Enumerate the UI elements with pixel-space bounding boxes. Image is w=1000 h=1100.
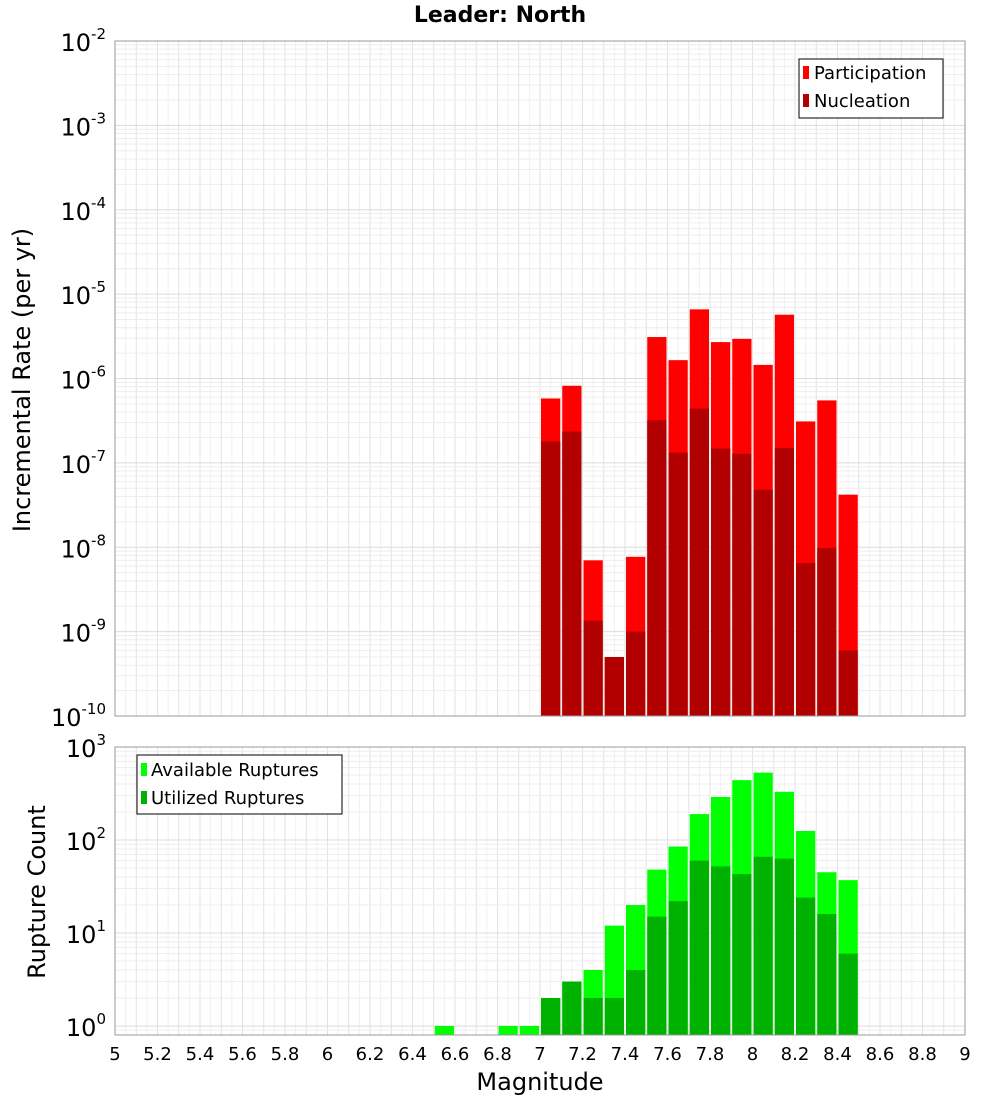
nucleation-bar — [689, 408, 709, 716]
x-tick-label: 8.4 — [823, 1044, 852, 1065]
nucleation-swatch — [803, 94, 809, 107]
x-tick-label: 8 — [747, 1044, 758, 1065]
x-tick-label: 7.8 — [696, 1044, 725, 1065]
rate-y-tick-label: 10-4 — [60, 194, 106, 226]
x-tick-label: 5.8 — [271, 1044, 300, 1065]
x-tick-label: 6 — [322, 1044, 333, 1065]
count-y-tick-label: 102 — [66, 824, 106, 856]
participation-legend-label: Participation — [814, 63, 926, 84]
utilized-bar — [626, 969, 646, 1035]
utilized-bar — [541, 997, 561, 1035]
count-y-tick-label: 103 — [66, 731, 106, 763]
nucleation-bar — [796, 563, 816, 716]
utilized-bar — [732, 874, 752, 1035]
rate-panel: 10-10 10-9 10-8 10-7 10-6 10-5 10-4 10-3 10-2 In… — [8, 25, 966, 732]
x-tick-label: 9 — [959, 1044, 970, 1065]
x-tick-label: 8.2 — [781, 1044, 810, 1065]
x-tick-label: 6.6 — [441, 1044, 470, 1065]
count-y-axis-label: Rupture Count — [23, 805, 51, 979]
nucleation-bar — [668, 452, 688, 716]
rate-y-tick-label: 10-8 — [60, 531, 106, 563]
utilized-bar — [583, 997, 603, 1035]
rate-legend: Participation Nucleation — [798, 58, 944, 119]
x-tick-label: 8.6 — [866, 1044, 895, 1065]
chart-title: Leader: North — [414, 3, 586, 28]
rate-y-tick-label: 10-10 — [51, 700, 106, 732]
nucleation-bar — [647, 420, 667, 716]
x-tick-label: 5 — [109, 1044, 120, 1065]
available-swatch — [141, 763, 147, 776]
nucleation-bar — [817, 547, 837, 716]
utilized-bar — [838, 953, 858, 1035]
nucleation-bar — [562, 431, 582, 716]
rate-legend-box — [798, 58, 944, 119]
count-legend-box — [136, 754, 343, 815]
rate-grid — [114, 40, 966, 717]
utilized-bar — [668, 901, 688, 1035]
utilized-bar — [604, 997, 624, 1035]
rate-y-tick-label: 10-3 — [60, 109, 106, 141]
rate-plot-frame — [114, 40, 966, 717]
count-y-ticks: 100 101 102 103 — [66, 731, 106, 1042]
x-axis-label: Magnitude — [476, 1068, 603, 1096]
available-bar — [498, 1025, 518, 1035]
participation-swatch — [803, 66, 809, 79]
utilized-bar — [689, 860, 709, 1035]
nucleation-bar — [774, 448, 794, 716]
count-plot-frame — [114, 746, 966, 1036]
utilized-bars — [541, 856, 858, 1035]
utilized-bar — [711, 866, 731, 1035]
x-tick-label: 5.6 — [228, 1044, 257, 1065]
nucleation-bar — [711, 448, 731, 716]
nucleation-bar — [583, 620, 603, 716]
utilized-bar — [753, 856, 773, 1035]
utilized-bar — [774, 858, 794, 1035]
available-bar — [434, 1025, 454, 1035]
nucleation-bars — [541, 408, 858, 716]
available-legend-label: Available Ruptures — [151, 760, 319, 781]
x-tick-label: 7.6 — [653, 1044, 682, 1065]
count-y-tick-label: 100 — [66, 1010, 106, 1042]
available-bar — [519, 1025, 539, 1035]
nucleation-bar — [604, 657, 624, 716]
rate-y-tick-label: 10-2 — [60, 25, 106, 57]
x-tick-label: 5.4 — [186, 1044, 215, 1065]
rate-y-tick-label: 10-7 — [60, 447, 106, 479]
count-legend: Available Ruptures Utilized Ruptures — [136, 754, 343, 815]
utilized-bar — [817, 914, 837, 1035]
x-tick-label: 8.8 — [908, 1044, 937, 1065]
rate-y-ticks: 10-10 10-9 10-8 10-7 10-6 10-5 10-4 10-3 10-2 — [51, 25, 106, 732]
utilized-swatch — [141, 791, 147, 804]
nucleation-bar — [732, 453, 752, 716]
x-tick-label: 6.8 — [483, 1044, 512, 1065]
rate-y-tick-label: 10-5 — [60, 278, 106, 310]
x-tick-label: 7.4 — [611, 1044, 640, 1065]
nucleation-bar — [753, 489, 773, 716]
utilized-bar — [647, 916, 667, 1035]
x-tick-labels: 5 5.2 5.4 5.6 5.8 6 6.2 6.4 6.6 6.8 7 7.2 7.4 7.6 7.8 8… — [109, 1044, 970, 1065]
utilized-bar — [562, 981, 582, 1035]
nucleation-bar — [541, 441, 561, 716]
count-y-tick-label: 101 — [66, 917, 106, 949]
nucleation-bar — [838, 650, 858, 716]
x-tick-label: 5.2 — [143, 1044, 172, 1065]
x-tick-label: 6.2 — [356, 1044, 385, 1065]
x-tick-label: 7 — [534, 1044, 545, 1065]
nucleation-legend-label: Nucleation — [814, 91, 910, 112]
nucleation-bar — [626, 631, 646, 716]
rate-y-tick-label: 10-6 — [60, 363, 106, 395]
utilized-bar — [796, 897, 816, 1035]
count-panel: 100 101 102 103 5 5.2 5.4 5.6 5.8 6 6.2 6.4 6.6 6.8 7… — [23, 731, 971, 1096]
x-tick-label: 6.4 — [398, 1044, 427, 1065]
rate-y-axis-label: Incremental Rate (per yr) — [8, 228, 36, 532]
utilized-legend-label: Utilized Ruptures — [151, 788, 304, 809]
rate-y-tick-label: 10-9 — [60, 616, 106, 648]
x-tick-label: 7.2 — [568, 1044, 597, 1065]
